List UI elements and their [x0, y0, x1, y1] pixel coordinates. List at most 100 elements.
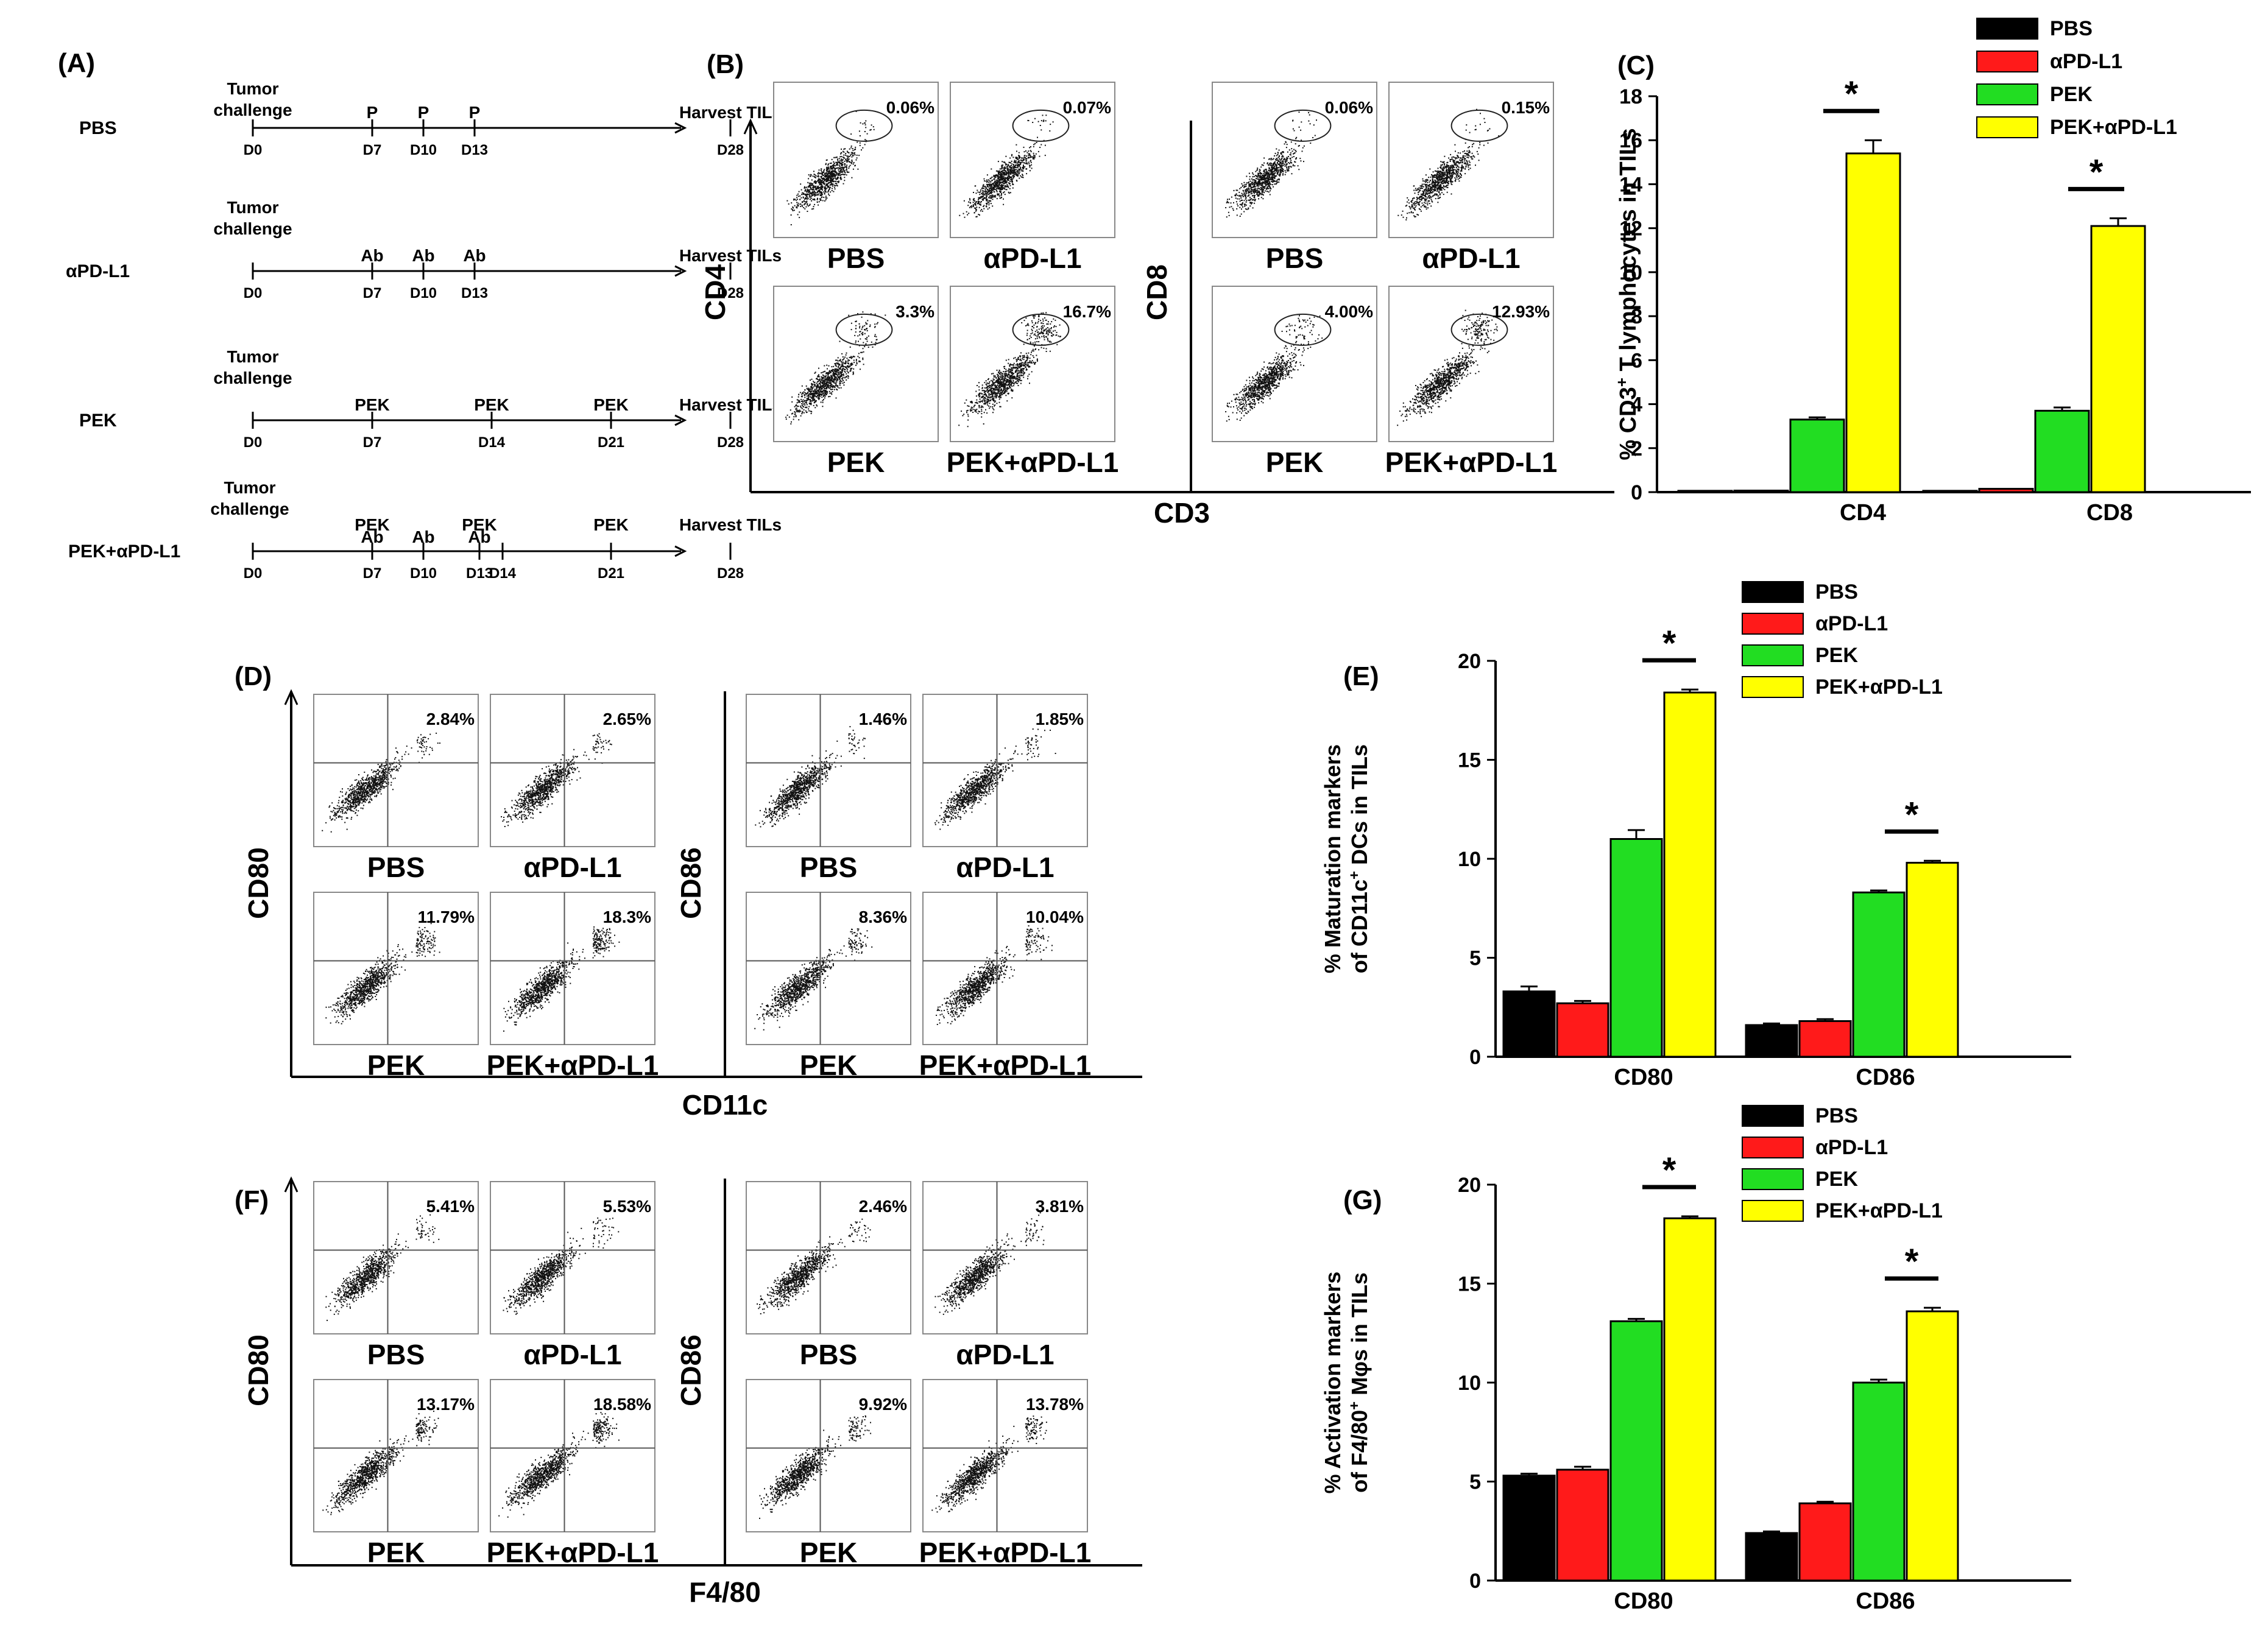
gate-percent: 0.07%	[1063, 98, 1111, 117]
plot-group-label: PEK	[1266, 446, 1324, 478]
flow-plot: 16.7% PEK+αPD-L1	[947, 286, 1118, 478]
category-label: CD86	[1856, 1065, 1915, 1090]
category-label: CD8	[2086, 500, 2133, 526]
category-label: CD86	[1856, 1588, 1915, 1614]
day-label: D21	[598, 434, 624, 451]
challenge-label: challenge	[210, 499, 289, 518]
plot-frame	[746, 694, 911, 847]
flow-plot: 2.46% PBS	[746, 1181, 911, 1370]
bar-cd4-0	[1677, 490, 1733, 493]
flow-dots	[503, 1217, 620, 1315]
y-tick-label: 15	[1458, 749, 1481, 772]
gate-ellipse	[1274, 313, 1332, 346]
plot-frame	[490, 694, 655, 847]
flow-dots	[501, 733, 612, 827]
gate-percent: 0.06%	[886, 98, 934, 117]
gate-percent: 5.53%	[603, 1197, 651, 1216]
plot-frame	[950, 286, 1115, 442]
flow-plot: 1.46% PBS	[746, 694, 911, 883]
flow-dots	[757, 1218, 871, 1314]
legend-label: PBS	[1815, 580, 1858, 604]
bar-cd86-2	[1852, 1381, 1906, 1582]
legend-swatch	[1742, 644, 1804, 666]
gate-percent: 2.84%	[426, 710, 475, 728]
flow-x-label: CD11c	[682, 1089, 768, 1121]
day-label: D7	[363, 434, 382, 451]
schedule-row: αPD-L1 Tumor challenge D0 D7 Ab D10 Ab D13 Ab D28 H…	[66, 198, 782, 301]
gate-percent: 11.79%	[418, 908, 475, 926]
timeline-arrow	[674, 414, 687, 426]
legend-label: PEK+αPD-L1	[1815, 675, 1943, 699]
legend-swatch	[1976, 18, 2038, 40]
y-label-part: of CD11c	[1347, 879, 1372, 973]
treatment-label: Ab	[361, 246, 383, 265]
day-label: D10	[410, 142, 437, 158]
legend-swatch	[1742, 1137, 1804, 1158]
flow-plot: 8.36% PEK	[746, 892, 911, 1081]
flow-dots	[785, 311, 886, 425]
flow-plot: 10.04% PEK+αPD-L1	[919, 892, 1092, 1081]
y-tick-label: 10	[1619, 261, 1642, 284]
category-label: CD80	[1614, 1065, 1673, 1090]
plot-group-label: PBS	[827, 242, 885, 274]
plot-frame	[490, 1181, 655, 1334]
plot-group-label: PEK+αPD-L1	[919, 1049, 1092, 1081]
plot-group-label: αPD-L1	[523, 851, 621, 883]
flow-dots	[325, 923, 440, 1024]
legend-label: αPD-L1	[2050, 50, 2122, 73]
plot-frame	[313, 1181, 479, 1334]
flow-dots	[325, 1214, 440, 1321]
flow-plot: 0.15% αPD-L1	[1388, 82, 1554, 274]
day-label: D28	[717, 434, 744, 451]
gate-ellipse	[835, 313, 893, 346]
gate-percent: 18.3%	[603, 908, 651, 926]
y-tick-label: 12	[1619, 217, 1642, 241]
bar-cd80-3	[1663, 1217, 1717, 1582]
flow-dots	[934, 1212, 1045, 1315]
plot-group-label: PEK	[827, 446, 885, 478]
panel-label-a: (A)	[58, 48, 95, 78]
y-label-sup: +	[1613, 378, 1631, 387]
plot-group-label: PBS	[800, 851, 858, 883]
gate-percent: 3.3%	[896, 302, 934, 321]
flow-plot: 9.92% PEK	[746, 1379, 911, 1568]
day-label: D0	[244, 142, 263, 158]
bar-cd8-1	[1978, 488, 2034, 493]
flow-dots	[754, 928, 873, 1031]
plot-group-label: PBS	[367, 1339, 425, 1370]
y-axis-label-2: of CD11c+ DCs in TILs	[1346, 744, 1372, 973]
plot-frame	[1388, 286, 1554, 442]
gate-percent: 2.46%	[859, 1197, 907, 1216]
treatment-label: PEK	[355, 515, 390, 534]
schedule-row: PEK Tumor challenge D0 D7 PEK D14 PEK D21 PEK D28 H…	[79, 347, 782, 451]
challenge-label: challenge	[213, 219, 292, 238]
y-tick-label: 5	[1469, 1471, 1481, 1494]
flow-dots	[1225, 314, 1323, 422]
legend-swatch	[1976, 51, 2038, 72]
gate-percent: 0.06%	[1325, 98, 1373, 117]
gate-ellipse	[1450, 313, 1508, 346]
tumor-label: Tumor	[227, 198, 278, 217]
bar-cd86-3	[1906, 1310, 1959, 1582]
day-label: D28	[717, 142, 744, 158]
plot-frame	[1388, 82, 1554, 238]
bar-cd4-3	[1845, 152, 1901, 493]
flow-y-label: CD80	[242, 1334, 274, 1406]
bar-cd86-0	[1745, 1532, 1798, 1582]
y-tick-label: 20	[1458, 650, 1481, 673]
treatment-label: PEK	[355, 395, 390, 414]
flow-panel-b: (B) CD3 CD4 0.06% PBS 0.07% αPD-L1 3.3% PEK 16.7%…	[699, 49, 1614, 529]
ab-label: Ab	[468, 527, 490, 546]
significance-star: *	[1662, 624, 1676, 663]
day-label: D28	[717, 285, 744, 301]
legend-swatch	[1742, 581, 1804, 603]
gate-ellipse	[1012, 313, 1070, 346]
gate-percent: 10.04%	[1026, 908, 1084, 926]
day-label: D28	[717, 565, 744, 582]
bar-cd86-1	[1798, 1502, 1852, 1582]
y-label-sup: +	[1346, 871, 1363, 879]
bar-cd80-1	[1556, 1002, 1609, 1058]
timeline-arrow	[674, 265, 687, 277]
bar-cd80-0	[1502, 990, 1556, 1058]
day-label: D0	[244, 434, 263, 451]
